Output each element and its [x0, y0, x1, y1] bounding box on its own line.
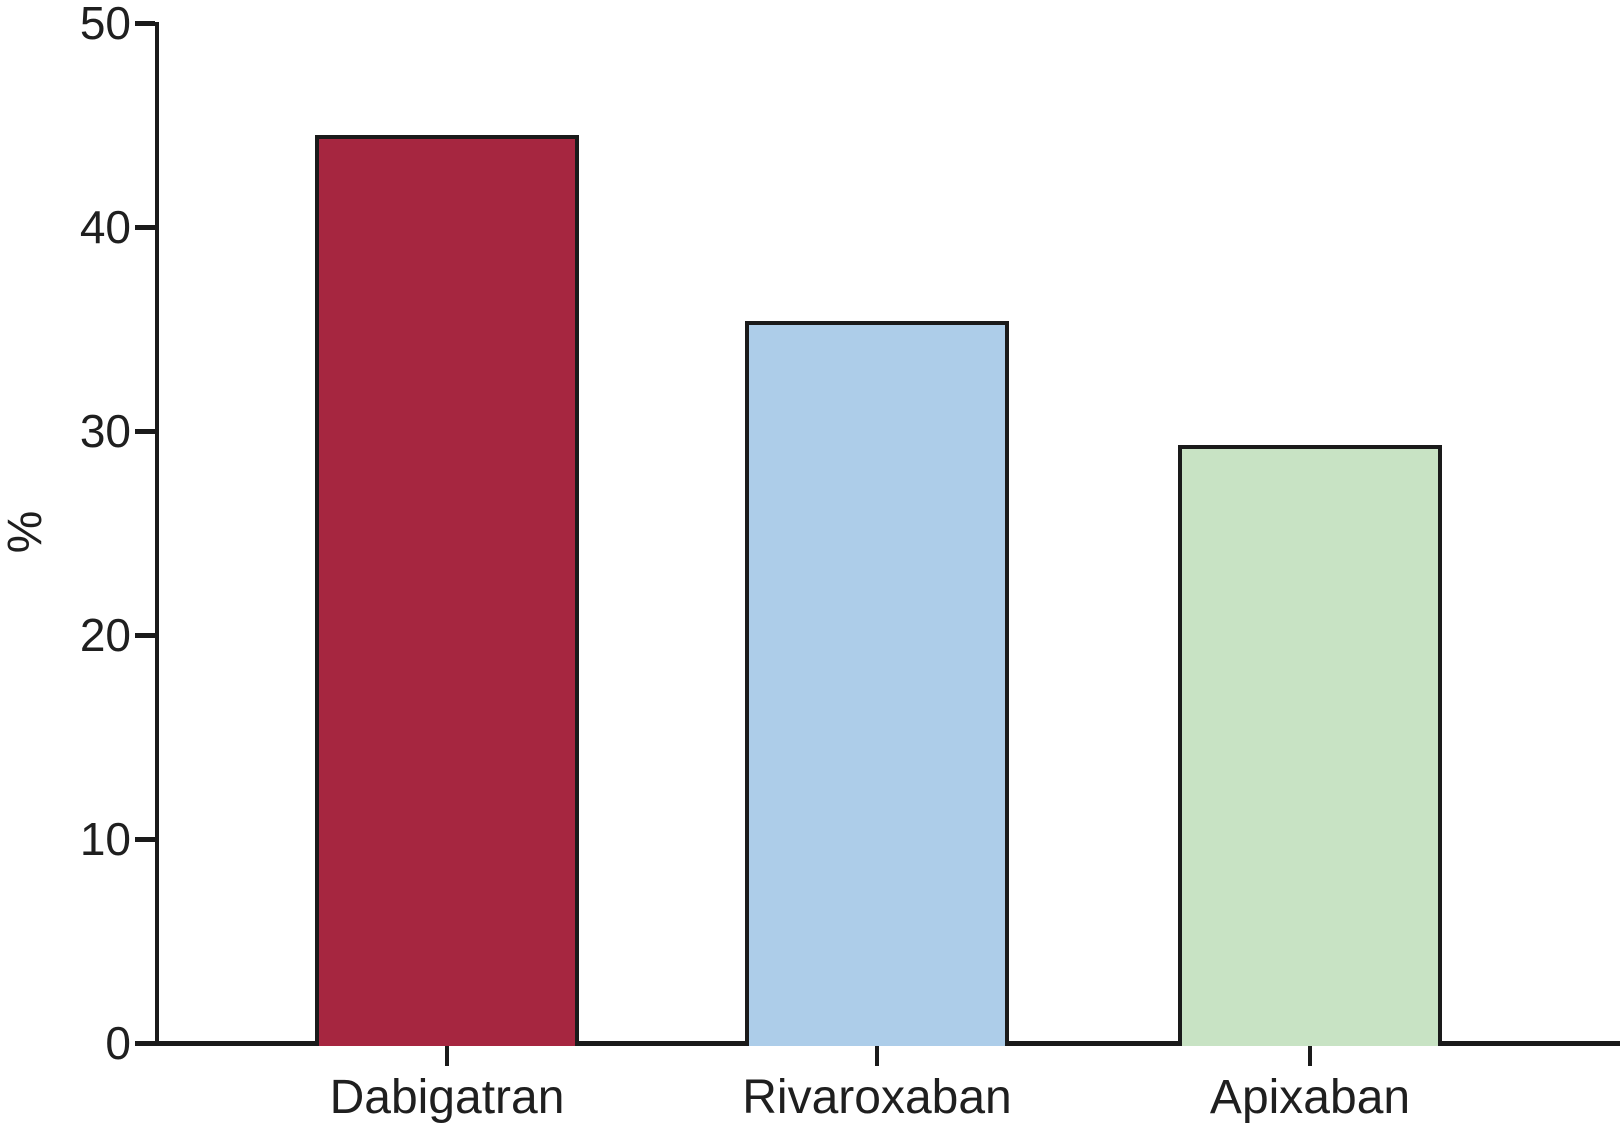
x-category-label-rivaroxaban: Rivaroxaban	[742, 1071, 1012, 1124]
y-axis-line	[155, 22, 159, 1046]
y-tick	[135, 225, 155, 230]
x-tick	[875, 1046, 879, 1066]
y-tick	[135, 633, 155, 638]
bar-rivaroxaban	[745, 320, 1009, 1046]
y-tick-label: 50	[79, 0, 131, 49]
y-tick	[135, 837, 155, 842]
bar-apixaban	[1178, 445, 1442, 1046]
y-tick-label: 20	[79, 609, 131, 661]
y-tick	[135, 21, 155, 26]
y-tick	[135, 1041, 155, 1046]
y-tick-label: 10	[79, 813, 131, 865]
y-tick-label: 0	[105, 1017, 131, 1069]
y-axis-label: %	[0, 510, 52, 554]
x-category-label-dabigatran: Dabigatran	[329, 1071, 565, 1124]
y-tick	[135, 429, 155, 434]
x-category-label-apixaban: Apixaban	[1209, 1071, 1411, 1124]
y-tick-label: 30	[79, 405, 131, 457]
x-tick	[1308, 1046, 1312, 1066]
bar-dabigatran	[315, 135, 579, 1046]
y-tick-label: 40	[79, 201, 131, 253]
x-tick	[445, 1046, 449, 1066]
